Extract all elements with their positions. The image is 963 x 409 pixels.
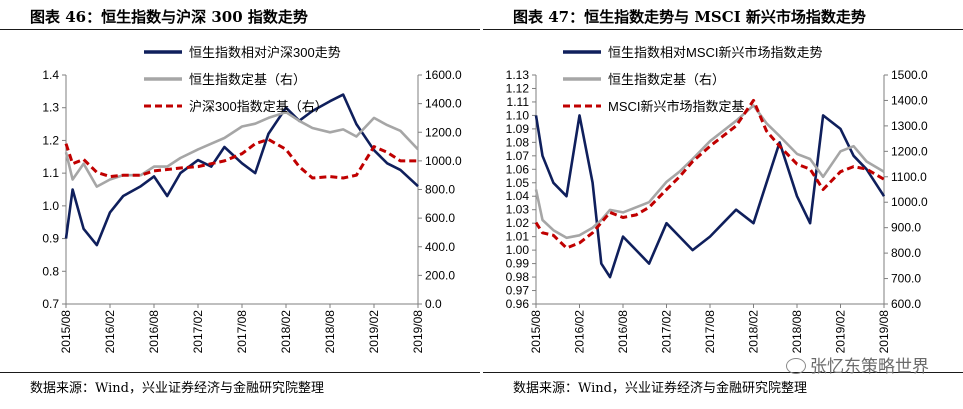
left-tick-label: 1.07 [506,149,530,163]
right-tick-label: 600.0 [891,297,921,311]
right-tick-label: 1200.0 [425,125,462,139]
watermark-text: 张忆东策略世界 [810,357,929,377]
source-rule [483,372,963,373]
x-tick-label: 2018/02 [279,310,293,354]
left-tick-label: 0.97 [506,284,530,298]
series-line-3 [64,137,418,180]
left-tick-label: 1.1 [42,166,59,180]
source-note: 数据来源：Wind，兴业证券经济与金融研究院整理 [513,381,807,396]
left-tick-label: 1.09 [506,122,530,136]
right-tick-label: 800.0 [891,246,921,260]
chart-title: 图表 46：恒生指数与沪深 300 指数走势 [30,8,308,26]
x-tick-label: 2017/02 [660,310,674,354]
x-tick-label: 2016/08 [147,310,161,354]
left-tick-label: 0.8 [42,264,59,278]
series-line-1 [534,114,886,279]
left-tick-label: 1.03 [506,203,530,217]
left-tick-label: 1.06 [506,162,530,176]
legend-label: 沪深300指数定基（右） [189,99,328,114]
left-tick-label: 1.02 [506,216,530,230]
legend-label: 恒生指数相对沪深300走势 [189,45,341,60]
left-tick-label: 1.08 [506,135,530,149]
series-line-3 [534,98,885,250]
left-tick-label: 1.13 [506,68,530,82]
right-tick-label: 600.0 [425,211,455,225]
left-tick-label: 0.7 [42,297,59,311]
left-tick-label: 1.4 [42,68,59,82]
series-line-2 [64,110,419,188]
source-note: 数据来源：Wind，兴业证券经济与金融研究院整理 [30,381,324,396]
x-tick-label: 2016/02 [103,310,117,354]
left-tick-label: 0.96 [506,297,530,311]
chart-panel-46: 图表 46：恒生指数与沪深 300 指数走势 0.7 0.8 0.9 1.0 1.1 1.… [0,0,480,409]
left-tick-label: 0.9 [42,232,59,246]
line-chart-46: 0.7 0.8 0.9 1.0 1.1 1.2 1.3 1.4 0.0 200.0 400.0 600… [42,45,462,354]
wechat-icon [786,358,806,374]
line-chart-47: 0.960.970.980.991.001.011.021.031.041.05… [506,45,928,354]
series-line-1 [64,93,419,247]
left-tick-label: 1.01 [506,230,530,244]
x-tick-label: 2015/08 [529,310,543,354]
watermark: 张忆东策略世界 [786,352,929,377]
x-tick-label: 2016/08 [616,310,630,354]
source-rule [0,372,480,373]
right-tick-label: 0.0 [425,297,442,311]
right-tick-label: 1600.0 [425,68,462,82]
series-line-2 [534,104,885,240]
legend-label: MSCI新兴市场指数定基 [608,99,745,114]
legend-label: 恒生指数相对MSCI新兴市场指数走势 [608,45,823,60]
left-tick-label: 1.04 [506,189,530,203]
right-tick-label: 1300.0 [891,119,928,133]
x-tick-label: 2015/08 [59,310,73,354]
left-tick-label: 1.05 [506,176,530,190]
right-tick-label: 200.0 [425,268,455,282]
right-tick-label: 900.0 [891,221,921,235]
x-tick-label: 2019/02 [367,310,381,354]
right-tick-label: 1400.0 [891,93,928,107]
left-tick-label: 1.00 [506,243,530,257]
right-tick-label: 1500.0 [891,68,928,82]
right-tick-label: 1000.0 [891,195,928,209]
x-tick-label: 2019/02 [834,310,848,354]
left-tick-label: 0.99 [506,257,530,271]
left-tick-label: 1.12 [506,81,530,95]
chart-title: 图表 47：恒生指数走势与 MSCI 新兴市场指数走势 [513,8,866,26]
x-tick-label: 2019/08 [411,310,425,354]
x-tick-label: 2018/02 [747,310,761,354]
chart-panel-47: 图表 47：恒生指数走势与 MSCI 新兴市场指数走势 0.96 0.97 0.98… [483,0,963,409]
right-tick-label: 800.0 [425,183,455,197]
left-tick-label: 1.3 [42,101,59,115]
left-tick-label: 1.0 [42,199,59,213]
x-tick-label: 2017/08 [703,310,717,354]
title-rule [483,29,963,30]
legend-label: 恒生指数定基（右） [608,72,725,87]
x-tick-label: 2018/08 [323,310,337,354]
x-tick-label: 2016/02 [573,310,587,354]
right-tick-label: 400.0 [425,240,455,254]
right-tick-label: 1000.0 [425,154,462,168]
x-tick-label: 2018/08 [790,310,804,354]
x-tick-label: 2019/08 [877,310,891,354]
right-tick-label: 700.0 [891,272,921,286]
x-tick-label: 2017/08 [235,310,249,354]
left-tick-label: 1.2 [42,133,59,147]
left-tick-label: 1.10 [506,108,530,122]
x-tick-label: 2017/02 [191,310,205,354]
title-rule [0,29,480,30]
right-tick-label: 1100.0 [891,170,927,184]
left-tick-label: 1.11 [507,95,530,109]
legend-label: 恒生指数定基（右） [189,72,306,87]
left-tick-label: 0.98 [506,270,530,284]
right-tick-label: 1200.0 [891,144,928,158]
right-tick-label: 1400.0 [425,97,462,111]
